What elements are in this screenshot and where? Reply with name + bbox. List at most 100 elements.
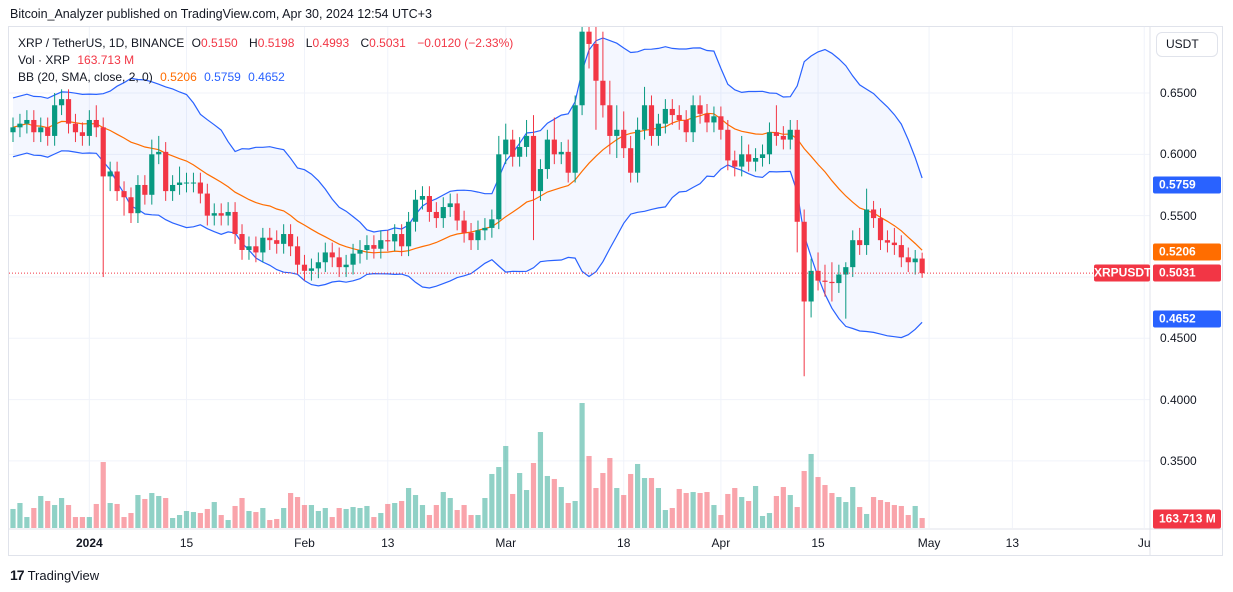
candle-body [329,252,335,258]
volume-bar [822,485,828,528]
volume-bar [517,473,523,528]
bb-upper-line [12,37,923,233]
volume-bar [510,493,516,528]
volume-bar [197,513,203,528]
volume-bar [426,515,432,528]
volume-bar [752,485,759,528]
volume-bar [787,495,793,528]
candle-body [294,246,301,265]
candle-body [517,146,523,157]
volume-bar [544,475,550,528]
candle-body [523,135,530,147]
brand-name[interactable]: TradingView [27,567,100,583]
candle-body [780,135,786,140]
volume-bar [815,477,821,528]
candle-body [364,245,370,250]
low-label: L [305,36,313,50]
candle-body [718,116,724,130]
volume-bar [454,510,460,528]
volume-bar [440,492,446,528]
time-tick-label: 15 [811,536,825,550]
bb-basis-value: 0.5206 [160,70,197,84]
volume-bar [190,512,197,528]
currency-button[interactable]: USDT [1156,32,1218,57]
candle-body [350,253,356,265]
volume-bar [176,515,183,528]
candle-body [843,267,849,275]
candle-body [579,31,585,106]
volume-bar [274,518,280,528]
candle-body [121,191,127,198]
bb-label[interactable]: BB (20, SMA, close, 2, 0) [18,70,153,84]
candle-body [683,119,689,133]
candle-body [163,151,169,192]
candle-body [308,268,315,271]
candle-body [614,129,620,136]
candle-body [690,105,696,133]
volume-bar [364,505,370,528]
volume-bar [621,495,627,528]
candle-body [412,199,419,222]
price-tick-label: 0.5500 [1160,208,1197,223]
volume-bar [170,518,176,528]
candle-body [551,139,557,155]
volume-bar [447,498,453,528]
volume-bar [718,515,724,528]
volume-bar [919,518,925,528]
candle-body [565,151,571,173]
legend-volume: Vol · XRP 163.713 M [18,53,138,67]
volume-bar [433,505,439,528]
volume-label[interactable]: Vol · XRP [18,53,71,67]
candle-body [773,132,779,136]
volume-bar [850,487,856,528]
volume-bar [801,470,807,528]
candle-body [114,171,120,192]
candle-body [503,139,509,155]
volume-bar [149,493,155,528]
legend-symbol[interactable]: XRP / TetherUS, 1D, BINANCE [18,36,185,50]
candle-body [378,240,384,249]
candle-body [38,127,44,133]
volume-bar [357,508,363,528]
volume-bar [225,520,231,528]
candle-body [371,245,377,249]
candle-body [801,221,807,302]
volume-bar [898,505,904,528]
volume-bar [523,490,530,528]
volume-bar [891,505,897,528]
tradingview-logo-icon[interactable]: 17 [10,567,25,583]
candle-body [204,193,210,216]
volume-bar [794,507,800,528]
volume-bar [24,517,30,528]
high-label: H [249,36,258,50]
plot-area [10,27,925,528]
volume-bar [461,505,467,528]
volume-bar [52,505,58,528]
candle-body [641,105,648,130]
volume-bar [232,505,238,528]
volume-bar [482,498,488,528]
candle-body [739,154,745,167]
footer: 17 TradingView [10,567,99,583]
candle-body [496,154,502,220]
volume-bar [371,517,377,528]
volume-bar [315,510,321,528]
candle-body [704,113,710,123]
volume-bar [121,517,127,528]
candle-body [315,262,321,269]
candle-body [190,182,197,184]
open-value: 0.5150 [200,36,238,50]
volume-bar [711,505,717,528]
volume-bar [301,505,308,528]
volume-bar [58,498,65,528]
candle-body [544,139,550,170]
candle-body [558,151,564,155]
open-label: O [191,36,201,50]
volume-bar [780,487,786,528]
candle-body [128,197,134,214]
candle-body [447,203,453,208]
candle-body [100,127,106,177]
candle-body [301,264,308,271]
volume-bar [704,492,710,528]
